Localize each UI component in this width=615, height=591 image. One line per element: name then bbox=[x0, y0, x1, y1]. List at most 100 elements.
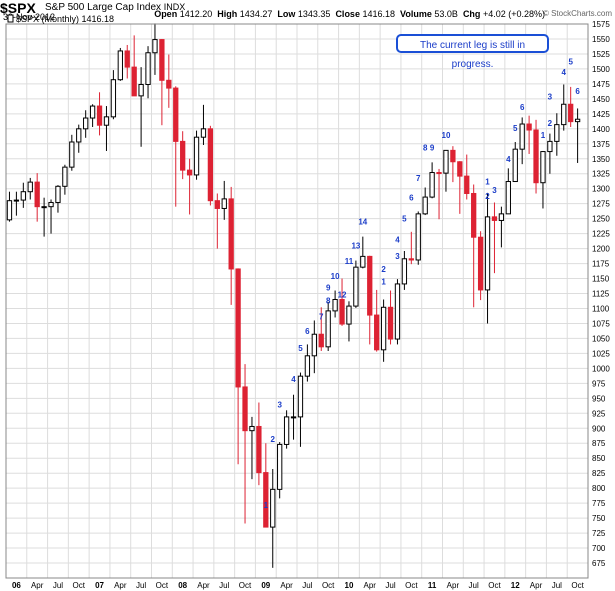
x-tick-label: 07 bbox=[95, 581, 104, 590]
candle-body bbox=[574, 118, 581, 123]
wave-label: 4 bbox=[291, 375, 296, 384]
candle-body bbox=[173, 87, 179, 142]
candle-body bbox=[464, 175, 470, 194]
wave-label: 4 bbox=[506, 155, 511, 164]
candle-body bbox=[55, 185, 61, 203]
y-tick-label: 1375 bbox=[592, 140, 610, 149]
candle-body bbox=[186, 169, 193, 176]
y-tick-label: 925 bbox=[592, 409, 606, 418]
x-tick-label: Oct bbox=[73, 581, 86, 590]
wave-label: 6 bbox=[409, 194, 414, 203]
close-label: Close bbox=[335, 9, 360, 19]
candle-body bbox=[138, 83, 144, 97]
candle-body bbox=[304, 355, 311, 377]
candle-body bbox=[415, 213, 421, 261]
candle-body bbox=[193, 136, 200, 176]
y-tick-label: 1350 bbox=[592, 155, 610, 164]
x-tick-label: Jul bbox=[219, 581, 229, 590]
y-tick-label: 750 bbox=[592, 514, 606, 523]
candle-body bbox=[207, 128, 214, 202]
y-tick-label: 1075 bbox=[592, 319, 610, 328]
y-tick-label: 1550 bbox=[592, 35, 610, 44]
candle-body bbox=[48, 201, 54, 208]
candle-body bbox=[526, 123, 532, 131]
y-tick-label: 1450 bbox=[592, 95, 610, 104]
y-tick-label: 1100 bbox=[592, 304, 610, 313]
candle-body bbox=[332, 299, 338, 312]
wave-label: 7 bbox=[319, 312, 324, 321]
candle-body bbox=[346, 305, 352, 325]
wave-label: 6 bbox=[305, 327, 310, 336]
candle-body bbox=[498, 213, 505, 221]
y-tick-label: 1025 bbox=[592, 349, 610, 358]
y-tick-label: 1200 bbox=[592, 245, 610, 254]
candle-body bbox=[519, 123, 525, 150]
x-tick-label: 12 bbox=[511, 581, 520, 590]
candle-body bbox=[159, 39, 165, 81]
y-tick-label: 1050 bbox=[592, 334, 610, 343]
candle-body bbox=[221, 198, 227, 209]
x-tick-label: Jul bbox=[302, 581, 312, 590]
wave-label: 8 bbox=[326, 297, 331, 306]
candle-body bbox=[457, 161, 463, 177]
plot-frame bbox=[5, 23, 589, 579]
wave-label: 1 bbox=[381, 278, 386, 287]
x-tick-label: Jul bbox=[385, 581, 395, 590]
candle-body bbox=[34, 181, 40, 208]
x-tick-label: Jul bbox=[552, 581, 562, 590]
candle-body bbox=[6, 200, 13, 221]
candle-body bbox=[318, 333, 324, 348]
high-label: High bbox=[217, 9, 238, 19]
wave-label: 6 bbox=[520, 103, 525, 112]
wave-label: 5 bbox=[568, 58, 573, 67]
candle-body bbox=[484, 216, 491, 291]
y-tick-label: 1000 bbox=[592, 364, 610, 373]
x-tick-label: Oct bbox=[239, 581, 252, 590]
candle-body bbox=[353, 266, 359, 307]
candle-body bbox=[270, 488, 276, 528]
candle-body bbox=[512, 148, 518, 183]
wave-label: 3 bbox=[492, 186, 497, 195]
y-tick-label: 1300 bbox=[592, 185, 610, 194]
wave-label: 13 bbox=[351, 242, 360, 251]
candle-body bbox=[200, 128, 207, 138]
candle-body bbox=[450, 149, 456, 163]
candle-body bbox=[471, 192, 477, 238]
x-tick-label: Apr bbox=[447, 581, 460, 590]
y-tick-label: 1425 bbox=[592, 110, 610, 119]
candle-body bbox=[152, 39, 158, 54]
y-tick-label: 1150 bbox=[592, 275, 610, 284]
wave-label: 5 bbox=[402, 215, 407, 224]
x-tick-label: Oct bbox=[156, 581, 169, 590]
candles bbox=[6, 23, 581, 568]
volume-value: 53.0B bbox=[434, 9, 458, 19]
wave-label: 10 bbox=[442, 131, 451, 140]
y-tick-label: 800 bbox=[592, 484, 606, 493]
wave-label: 1 bbox=[485, 178, 490, 187]
wave-label: 10 bbox=[331, 272, 340, 281]
candle-body bbox=[283, 416, 290, 445]
wave-label: 11 bbox=[345, 257, 354, 266]
candle-body bbox=[277, 443, 283, 490]
candle-body bbox=[290, 416, 297, 419]
candle-body bbox=[76, 128, 82, 143]
y-tick-label: 825 bbox=[592, 469, 606, 478]
exchange-text: INDX bbox=[163, 2, 186, 12]
y-tick-label: 1525 bbox=[592, 50, 610, 59]
x-tick-label: 10 bbox=[345, 581, 354, 590]
wave-label: 2 bbox=[485, 192, 490, 201]
x-axis: 06 Apr Jul Oct 07 Apr Jul Oct 08 Apr Jul Oct 09 Apr Ju… bbox=[12, 581, 585, 590]
x-tick-label: Apr bbox=[197, 581, 210, 590]
candle-body bbox=[505, 181, 511, 215]
wave-label: 9 bbox=[326, 284, 331, 293]
wave-label: 2 bbox=[381, 265, 386, 274]
chart-legend: $SPX (Monthly) 1416.18 bbox=[16, 14, 114, 24]
chart-symbol: $SPX bbox=[0, 0, 36, 18]
candle-body bbox=[103, 116, 110, 126]
candle-body bbox=[166, 79, 172, 89]
candle-body bbox=[408, 258, 414, 261]
y-tick-label: 1175 bbox=[592, 260, 610, 269]
y-tick-label: 1325 bbox=[592, 170, 610, 179]
candle-body bbox=[110, 79, 117, 118]
